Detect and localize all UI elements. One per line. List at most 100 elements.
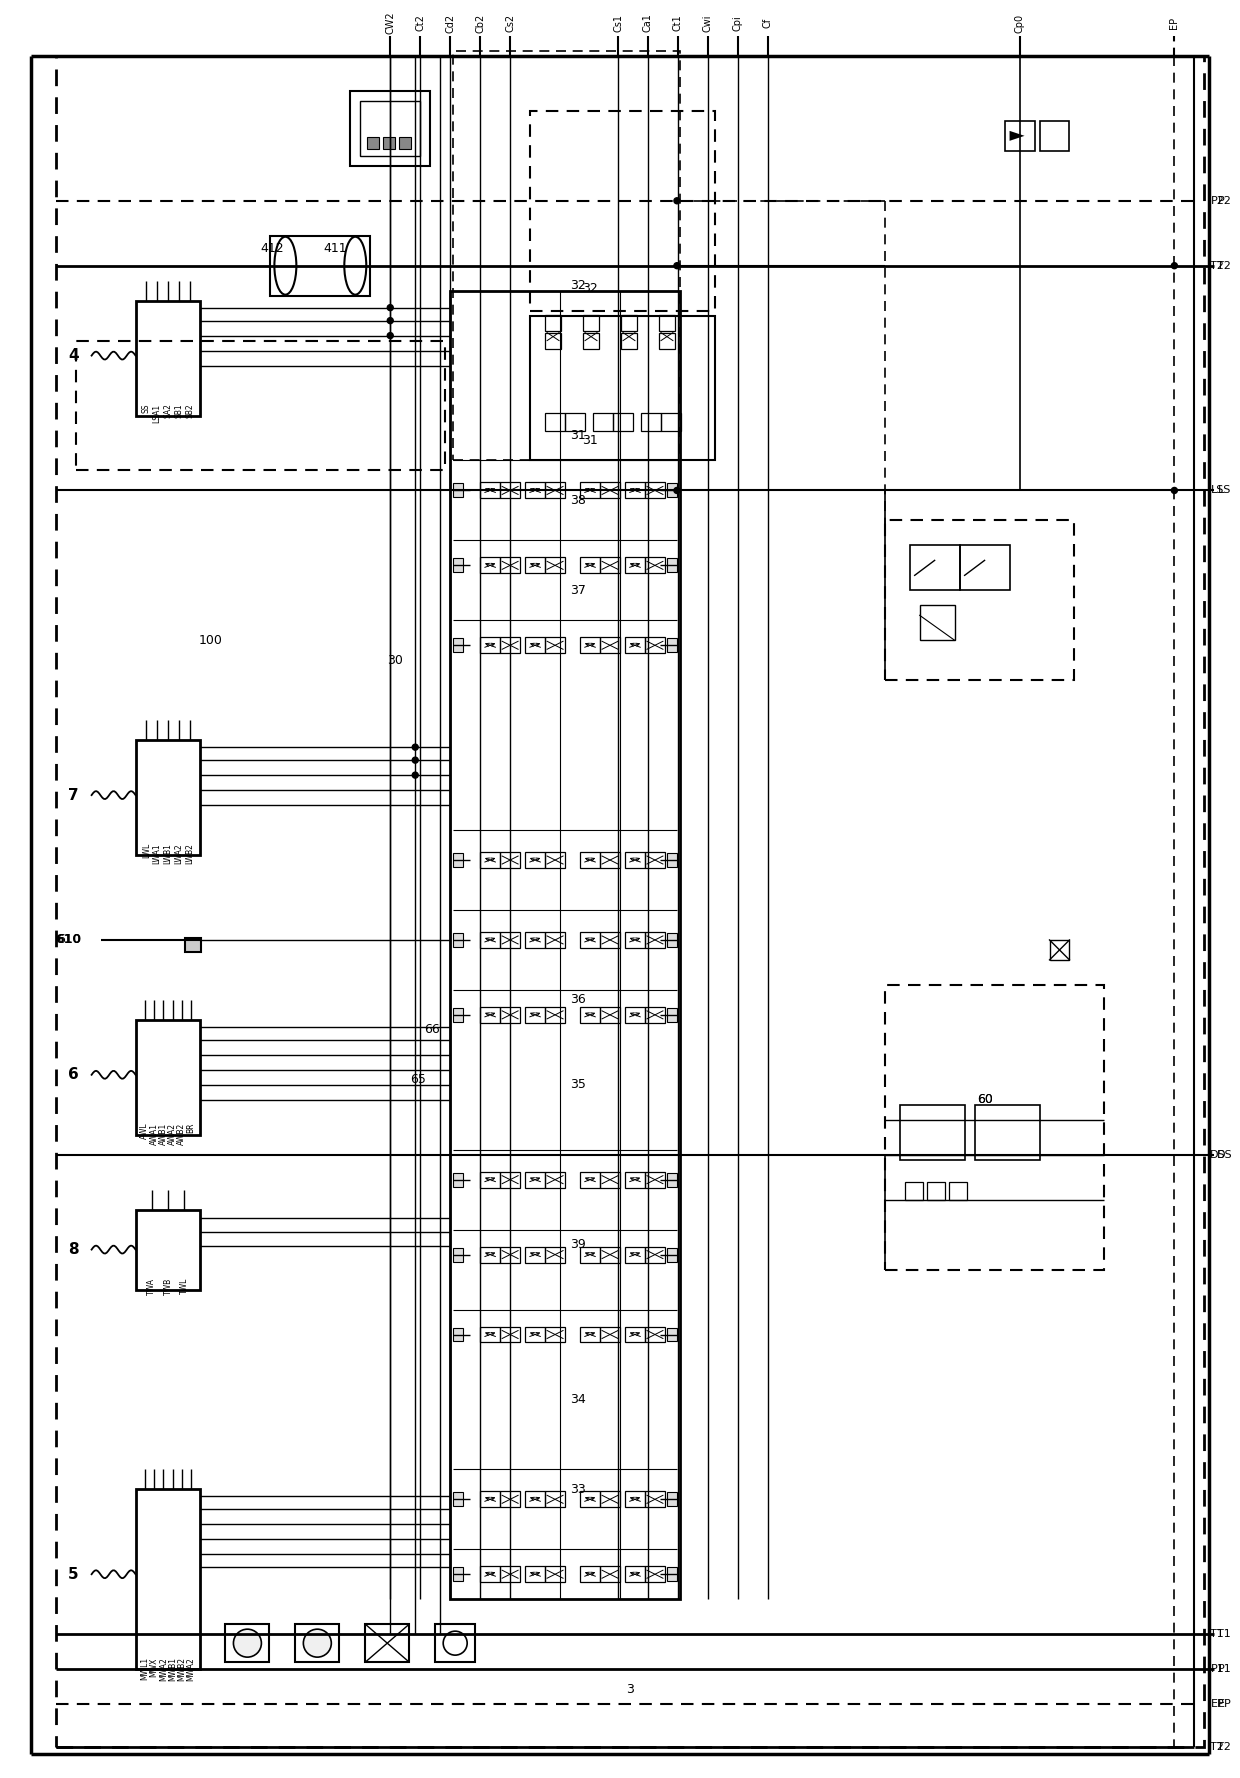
- Text: SB2: SB2: [185, 404, 195, 418]
- Bar: [905, 1182, 923, 1200]
- Circle shape: [304, 1629, 331, 1657]
- Bar: [580, 852, 600, 868]
- Text: T2: T2: [1218, 261, 1231, 270]
- Bar: [583, 332, 599, 348]
- Bar: [525, 852, 546, 868]
- Bar: [500, 1246, 520, 1262]
- Text: 39: 39: [570, 1237, 587, 1252]
- Bar: [546, 332, 560, 348]
- Bar: [645, 482, 665, 498]
- Bar: [546, 1326, 565, 1342]
- Bar: [580, 1566, 600, 1582]
- Bar: [1049, 941, 1069, 960]
- Bar: [600, 557, 620, 573]
- Text: SA2: SA2: [164, 404, 172, 418]
- Text: Ct1: Ct1: [673, 14, 683, 32]
- Bar: [525, 1492, 546, 1508]
- Text: AWA2: AWA2: [169, 1122, 177, 1145]
- Bar: [361, 101, 420, 156]
- Circle shape: [387, 318, 393, 324]
- Text: DS: DS: [1209, 1150, 1225, 1159]
- Text: Cd2: Cd2: [445, 14, 455, 32]
- Bar: [480, 482, 500, 498]
- Bar: [625, 1492, 645, 1508]
- Bar: [546, 1172, 565, 1188]
- Circle shape: [387, 304, 393, 311]
- Bar: [525, 637, 546, 653]
- Bar: [500, 932, 520, 948]
- Text: T2: T2: [1210, 261, 1224, 270]
- Text: 7: 7: [68, 788, 79, 802]
- Bar: [580, 1172, 600, 1188]
- Text: SB1: SB1: [175, 404, 184, 418]
- Bar: [667, 638, 677, 653]
- Bar: [661, 412, 681, 430]
- Bar: [226, 1623, 269, 1662]
- Text: Cpi: Cpi: [733, 14, 743, 30]
- Text: EP: EP: [1218, 1700, 1231, 1709]
- Bar: [525, 1006, 546, 1022]
- Bar: [625, 637, 645, 653]
- Text: Cs1: Cs1: [613, 14, 622, 32]
- Bar: [500, 1006, 520, 1022]
- Text: LS: LS: [1210, 485, 1224, 496]
- Bar: [645, 1326, 665, 1342]
- Bar: [580, 557, 600, 573]
- Text: T2: T2: [1210, 1742, 1224, 1751]
- Text: 36: 36: [570, 994, 587, 1006]
- Bar: [546, 1246, 565, 1262]
- Bar: [453, 1248, 464, 1262]
- Circle shape: [673, 263, 680, 268]
- Bar: [500, 852, 520, 868]
- Bar: [500, 1492, 520, 1508]
- Circle shape: [1172, 263, 1177, 268]
- Text: 5: 5: [68, 1566, 79, 1582]
- Text: Ct2: Ct2: [415, 14, 425, 32]
- Text: Ca1: Ca1: [644, 14, 653, 32]
- Text: 100: 100: [198, 633, 222, 647]
- Text: MWB1: MWB1: [169, 1657, 177, 1682]
- Bar: [884, 521, 1075, 681]
- Text: 65: 65: [410, 1074, 427, 1086]
- Bar: [480, 1246, 500, 1262]
- Bar: [135, 300, 201, 416]
- Bar: [366, 1623, 409, 1662]
- Text: AWB2: AWB2: [177, 1122, 186, 1145]
- Bar: [667, 933, 677, 948]
- Bar: [625, 1246, 645, 1262]
- Bar: [480, 932, 500, 948]
- Text: Cp0: Cp0: [1014, 14, 1024, 32]
- Bar: [645, 637, 665, 653]
- Bar: [525, 482, 546, 498]
- Bar: [525, 1326, 546, 1342]
- Bar: [580, 1492, 600, 1508]
- Bar: [186, 939, 201, 951]
- Bar: [600, 1172, 620, 1188]
- Bar: [480, 637, 500, 653]
- Bar: [580, 1326, 600, 1342]
- Text: 60: 60: [977, 1093, 992, 1106]
- Text: SS: SS: [141, 404, 151, 412]
- Circle shape: [412, 745, 418, 750]
- Text: 411: 411: [324, 242, 347, 256]
- Bar: [546, 412, 565, 430]
- Text: 610: 610: [57, 933, 81, 946]
- Bar: [546, 1492, 565, 1508]
- Bar: [600, 1566, 620, 1582]
- Text: LWL: LWL: [141, 843, 151, 859]
- Text: 32: 32: [582, 283, 598, 295]
- Bar: [645, 1566, 665, 1582]
- Bar: [480, 1006, 500, 1022]
- Text: TWL: TWL: [180, 1278, 188, 1294]
- Bar: [667, 1008, 677, 1022]
- Bar: [593, 412, 613, 430]
- Text: P2: P2: [1210, 196, 1224, 206]
- Bar: [580, 1006, 600, 1022]
- Text: AWA1: AWA1: [150, 1122, 159, 1145]
- Bar: [351, 91, 430, 165]
- Text: 60: 60: [977, 1093, 992, 1106]
- Bar: [960, 546, 1009, 590]
- Bar: [600, 852, 620, 868]
- Bar: [546, 852, 565, 868]
- Bar: [975, 1104, 1039, 1159]
